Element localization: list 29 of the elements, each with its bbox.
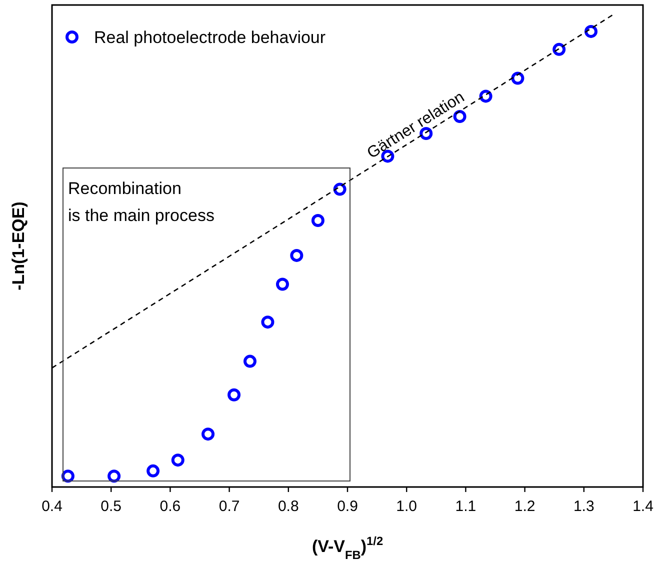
legend-label: Real photoelectrode behaviour: [94, 28, 326, 47]
point: [552, 42, 566, 56]
x-tick-label: 0.5: [100, 498, 122, 515]
point: [420, 127, 433, 140]
point: [311, 214, 324, 227]
x-tick-label: 1.4: [632, 498, 654, 515]
point: [228, 388, 241, 402]
annotation: Recombination is the main process: [68, 179, 214, 225]
x-tick-label: 1.0: [396, 498, 418, 515]
x-tick-label: 0.7: [218, 498, 240, 515]
x-tick-label: 0.4: [42, 498, 62, 515]
x-tick-label: 1.3: [573, 498, 594, 515]
x-tick-label: 0.8: [278, 498, 299, 515]
point: [171, 454, 184, 467]
point: [276, 278, 289, 291]
point: [146, 464, 160, 478]
x-tick-label: 0.9: [337, 498, 358, 515]
point: [333, 182, 346, 196]
x-tick-label: 1.2: [514, 498, 536, 515]
point: [202, 428, 215, 441]
x-tick-label: 1.1: [455, 498, 476, 515]
y-axis-title: -Ln(1-EQE): [9, 202, 28, 290]
point: [243, 354, 256, 368]
point: [479, 90, 492, 103]
point: [290, 248, 304, 262]
x-axis-title: (V-V$_{FB}$)$^{1/2}$: [312, 534, 384, 562]
point: [511, 72, 524, 85]
point: [261, 316, 274, 329]
x-tick-label: 0.6: [160, 498, 181, 515]
